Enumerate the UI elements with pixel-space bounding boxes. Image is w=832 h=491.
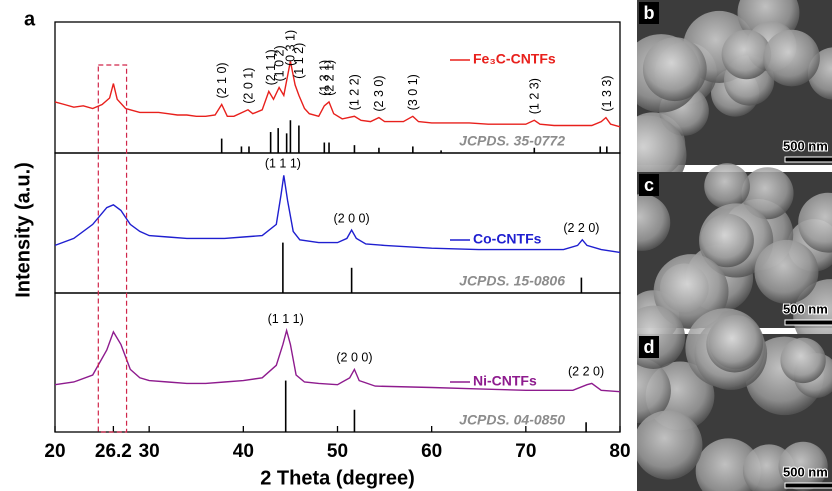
peak-label: (1 3 3) bbox=[600, 75, 614, 111]
xrd-line bbox=[54, 175, 621, 254]
peak-label: (2 0 1) bbox=[241, 68, 255, 104]
reference-label: JCPDS. 04-0850 bbox=[459, 412, 565, 428]
peak-label: (3 0 1) bbox=[406, 74, 420, 110]
x-tick-label: 60 bbox=[421, 441, 442, 462]
legend-label: Ni-CNTFs bbox=[473, 373, 537, 389]
reference-label: JCPDS. 35-0772 bbox=[459, 133, 565, 149]
scale-label: 500 nm bbox=[783, 301, 828, 316]
panel-label-bg bbox=[639, 174, 659, 196]
x-tick-label: 40 bbox=[233, 441, 254, 462]
x-tick-label: 50 bbox=[327, 441, 348, 462]
peak-label: (2 1 1) bbox=[264, 49, 278, 85]
peak-label: (2 0 0) bbox=[336, 351, 372, 365]
scale-bar bbox=[784, 319, 832, 326]
sphere bbox=[637, 357, 671, 424]
sphere bbox=[700, 213, 754, 268]
peak-label: (1 3 1) bbox=[318, 60, 332, 96]
sphere bbox=[637, 194, 671, 251]
peak-label: (1 0 2) bbox=[272, 45, 286, 81]
y-axis-label: Intensity (a.u.) bbox=[12, 162, 34, 298]
legend-label: Fe₃C-CNTFs bbox=[473, 51, 556, 67]
sphere bbox=[706, 315, 764, 373]
x-tick-label: 20 bbox=[44, 441, 65, 462]
peak-label: (2 2 0) bbox=[563, 221, 599, 235]
sphere bbox=[721, 29, 772, 80]
x-tick-label: 80 bbox=[609, 441, 630, 462]
sem-images: b 500 nm c 500 nm d 500 nm bbox=[637, 0, 832, 491]
panel-label-bg bbox=[639, 2, 659, 24]
sphere bbox=[653, 254, 729, 330]
peak-label: (2 2 1) bbox=[322, 60, 336, 96]
panel-label: a bbox=[24, 8, 36, 30]
peak-label: (2 2 0) bbox=[568, 365, 604, 379]
x-tick-label: 30 bbox=[139, 441, 160, 462]
scale-label: 500 nm bbox=[783, 138, 828, 153]
x-tick-label: 70 bbox=[515, 441, 536, 462]
sphere bbox=[754, 239, 819, 304]
panel-label-bg bbox=[639, 336, 659, 358]
xrd-line bbox=[54, 61, 621, 128]
x-axis-label: 2 Theta (degree) bbox=[260, 467, 414, 489]
peak-label: (1 1 2) bbox=[292, 43, 306, 79]
highlight-label: 26.2 bbox=[95, 441, 132, 462]
sphere bbox=[778, 441, 828, 491]
peak-label: (2 3 0) bbox=[372, 75, 386, 111]
sphere bbox=[763, 29, 820, 87]
scale-label: 500 nm bbox=[783, 464, 828, 479]
peak-label: (1 2 3) bbox=[528, 78, 542, 114]
peak-label: (1 1 1) bbox=[268, 312, 304, 326]
sphere bbox=[741, 167, 794, 220]
scale-bar bbox=[784, 156, 832, 163]
sphere bbox=[780, 337, 826, 384]
panel-label: d bbox=[644, 337, 655, 357]
legend-label: Co-CNTFs bbox=[473, 231, 542, 247]
scale-bar bbox=[784, 482, 832, 489]
sphere bbox=[642, 37, 707, 102]
peak-label: (2 0 0) bbox=[334, 211, 370, 225]
reference-label: JCPDS. 15-0806 bbox=[459, 273, 565, 289]
sphere bbox=[637, 410, 703, 480]
peak-label: (0 3 1) bbox=[284, 30, 298, 66]
peak-label: (2 1 0) bbox=[215, 62, 229, 98]
peak-label: (1 1 1) bbox=[265, 157, 301, 171]
sphere bbox=[798, 192, 832, 253]
highlight-box bbox=[97, 64, 128, 433]
sphere bbox=[704, 163, 750, 209]
peak-label: (1 2 2) bbox=[348, 74, 362, 110]
panel-label: b bbox=[644, 3, 655, 23]
panel-label: c bbox=[644, 175, 654, 195]
